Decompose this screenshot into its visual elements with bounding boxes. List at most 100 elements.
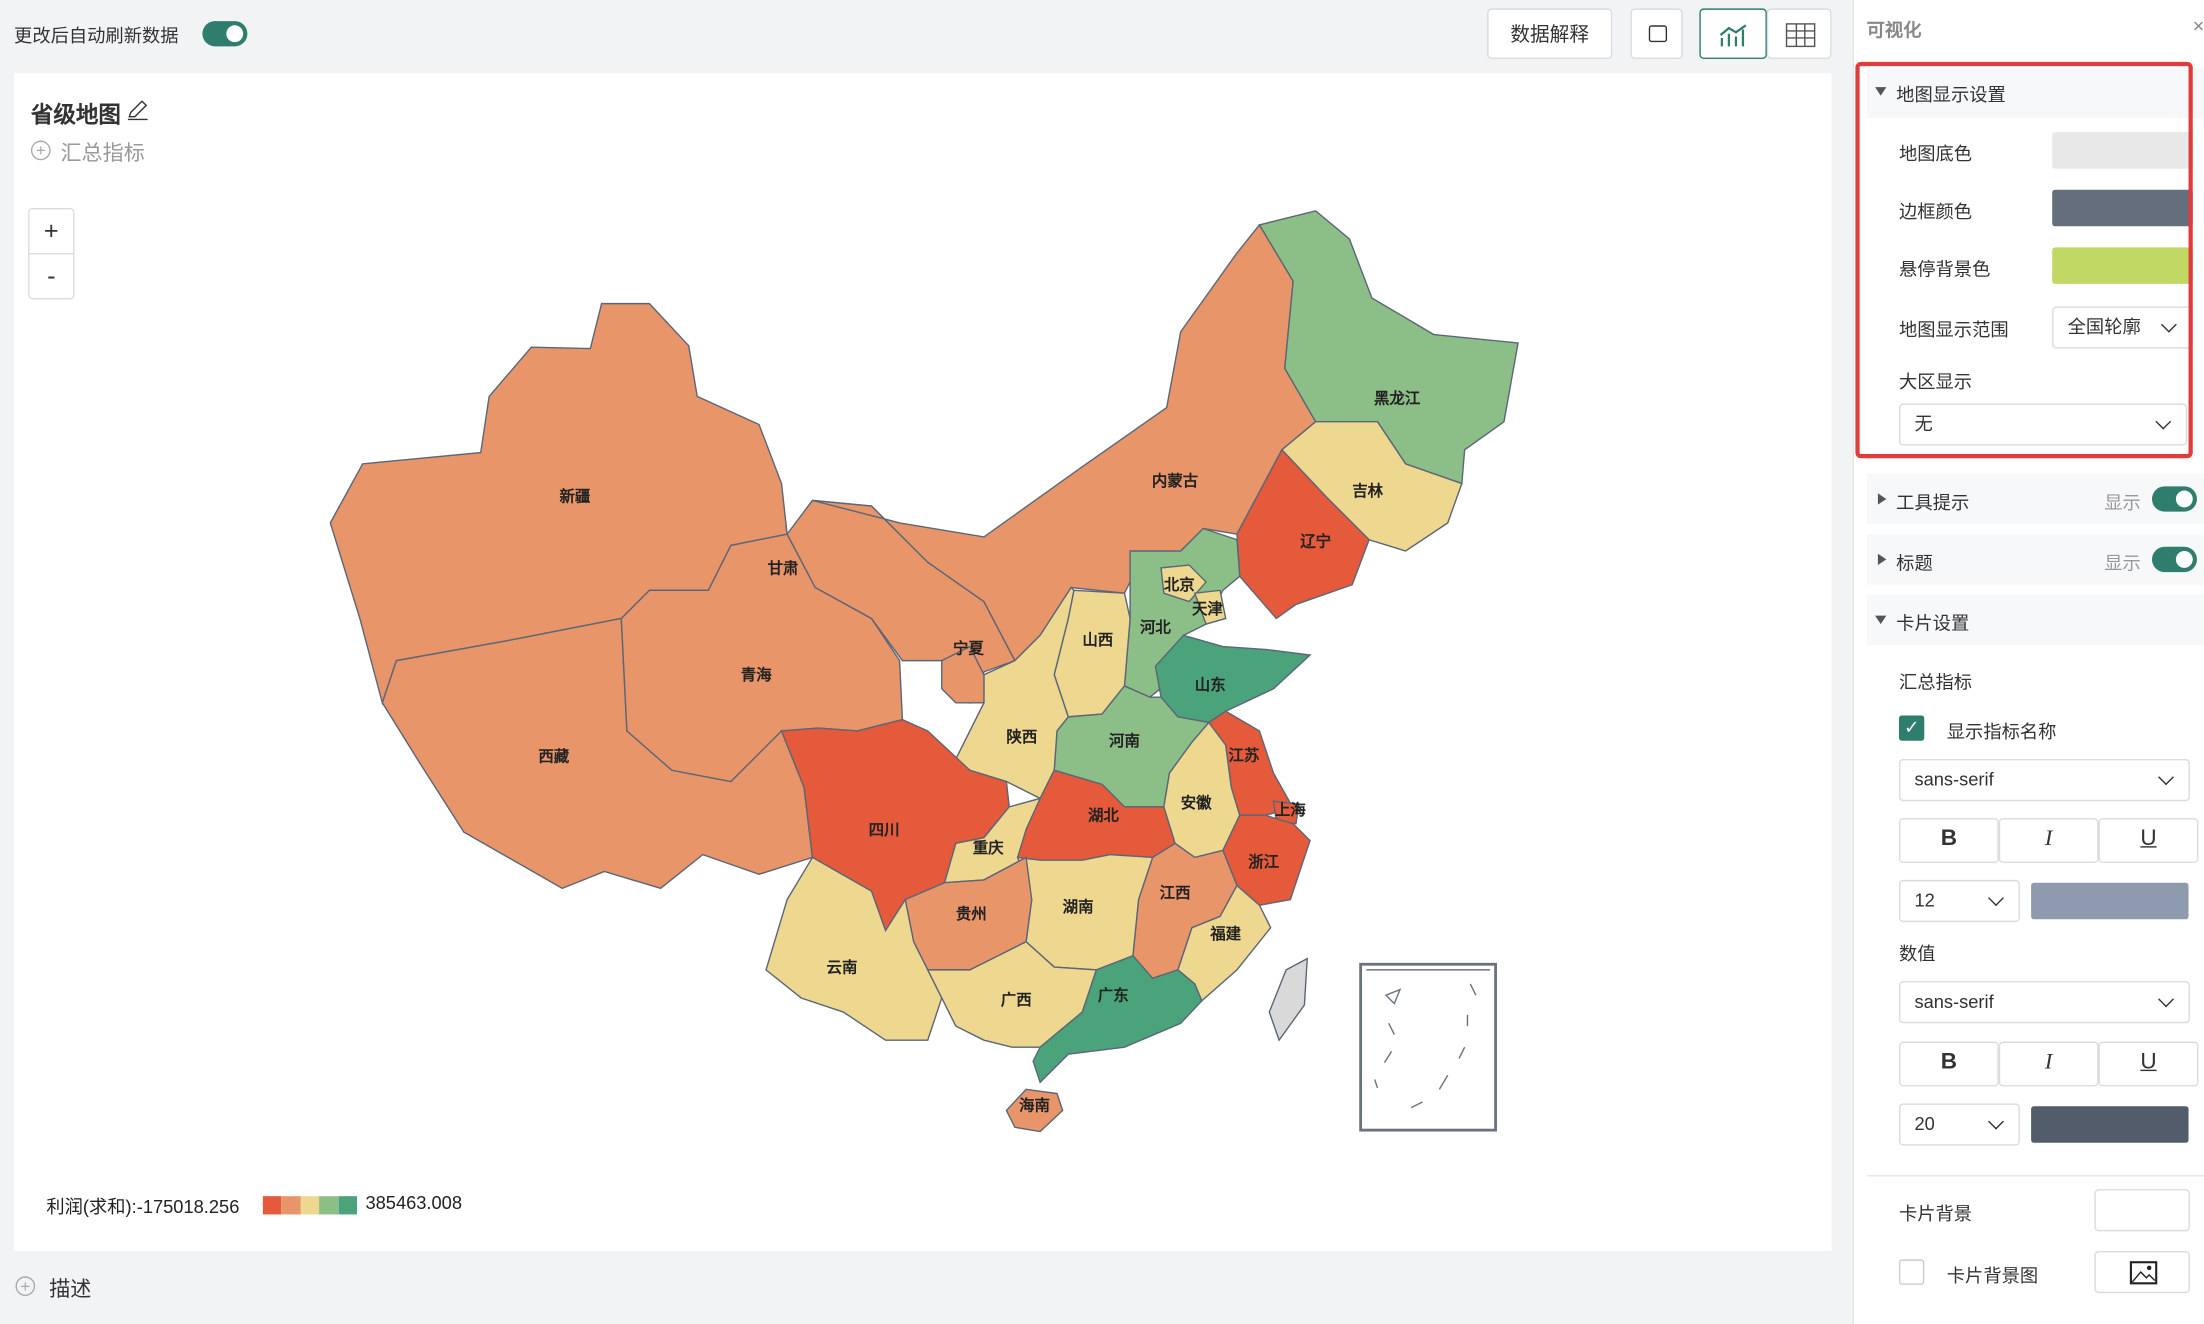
format-button[interactable]: U [2098,1041,2199,1087]
divider [1866,1175,2204,1177]
format-button[interactable]: B [1898,818,1999,864]
format-button[interactable]: U [2098,818,2199,864]
legend: 利润(求和):-175018.256 [46,1192,239,1219]
south-sea-islands [1366,969,1490,1109]
setting-label: 地图显示范围 [1898,319,2009,341]
legend-label: 利润(求和): [46,1196,137,1218]
add-metric[interactable]: 汇总指标 [60,141,145,166]
legend-min: -175018.256 [136,1196,240,1218]
icon [1785,23,1816,48]
province-label: 北京 [1164,575,1195,594]
image-button[interactable] [2094,1250,2190,1294]
add-icon: + [30,140,51,161]
format-button[interactable]: I [1998,818,2099,864]
icon [1648,25,1668,43]
auto-refresh-toggle[interactable] [202,21,248,47]
setting-label: 地图底色 [1898,143,1973,165]
province-label: 青海 [741,665,772,684]
province-label: 湖北 [1088,807,1119,825]
province-label: 天津 [1192,600,1223,618]
province-label: 海南 [1019,1095,1050,1114]
checkbox[interactable]: ✓ [1898,715,1925,741]
setting-label: 汇总指标 [1898,671,1973,693]
section-state: 显示 [2104,552,2141,574]
color-swatch[interactable] [2052,247,2193,284]
province-label: 西藏 [538,747,569,766]
section-title: 工具提示 [1896,491,1970,514]
card-title: 省级地图 [30,104,121,128]
checkbox[interactable] [1898,1259,1925,1285]
province-label: 山东 [1195,675,1226,694]
legend-swatch [338,1196,358,1215]
province [941,645,985,704]
province [954,586,1075,800]
caret [1877,493,1887,505]
province-label: 广西 [1001,990,1032,1009]
table-view-button[interactable] [1766,8,1832,60]
section-state: 显示 [2104,491,2141,514]
caret [1875,87,1887,96]
size-select[interactable]: 20 [1898,1103,2020,1146]
color-swatch[interactable] [2052,189,2193,227]
format-button[interactable]: I [1998,1041,2099,1087]
setting-label: 大区显示 [1898,371,1973,393]
format-button[interactable]: B [1898,1041,1999,1087]
setting-label: 卡片背景 [1898,1203,1973,1225]
region-select[interactable]: 无 [1898,403,2188,446]
province-label: 云南 [827,958,858,977]
zoom-out[interactable]: - [28,253,75,300]
section-title: 标题 [1896,552,1933,574]
range-select[interactable]: 全国轮廓 [2052,306,2193,349]
panel-title: 可视化 [1866,19,1922,41]
province-label: 辽宁 [1300,532,1331,551]
icon [1719,24,1747,47]
explain-button[interactable]: 数据解释 [1487,8,1613,60]
section-header[interactable] [1866,534,2204,585]
legend-bar [262,1196,358,1215]
province-label: 重庆 [973,838,1004,857]
auto-refresh-label: 更改后自动刷新数据 [14,25,179,47]
color-swatch[interactable] [2031,1106,2189,1143]
section-header[interactable] [1866,67,2204,119]
province-label: 河南 [1109,731,1140,750]
chart-view-button[interactable] [1699,8,1767,60]
section-header[interactable] [1866,473,2204,525]
checkbox-label: 卡片背景图 [1946,1265,2039,1287]
color-swatch[interactable] [2052,132,2193,169]
font-select[interactable]: sans-serif [1898,981,2190,1024]
color-swatch[interactable] [2094,1189,2190,1232]
province-label: 新疆 [559,487,590,506]
province-label: 安徽 [1181,793,1212,812]
province [620,533,904,783]
south-sea-box [1359,962,1497,1132]
province-label: 江苏 [1229,745,1260,764]
font-select[interactable]: sans-serif [1898,759,2190,802]
province-label: 河北 [1140,617,1171,636]
province-label: 四川 [869,822,900,839]
province-label: 福建 [1209,924,1241,943]
size-select[interactable]: 12 [1898,879,2020,923]
color-swatch[interactable] [2031,882,2189,920]
toggle[interactable] [2151,546,2197,573]
legend-swatch [319,1196,339,1215]
province-label: 陕西 [1006,727,1037,746]
province-label: 上海 [1275,800,1306,819]
icon-button[interactable] [1630,8,1683,60]
province-label: 贵州 [956,904,987,923]
legend-swatch [262,1196,282,1215]
province-label: 吉林 [1352,481,1383,500]
section-header[interactable] [1866,594,2204,646]
close-icon[interactable]: × [2192,14,2204,37]
edit-icon[interactable] [127,98,149,121]
toggle[interactable] [2151,486,2197,512]
province [1154,634,1312,724]
chart-card [14,73,1832,1251]
caret [1875,615,1887,625]
province-label: 浙江 [1248,852,1279,871]
description[interactable]: 描述 [49,1277,92,1302]
